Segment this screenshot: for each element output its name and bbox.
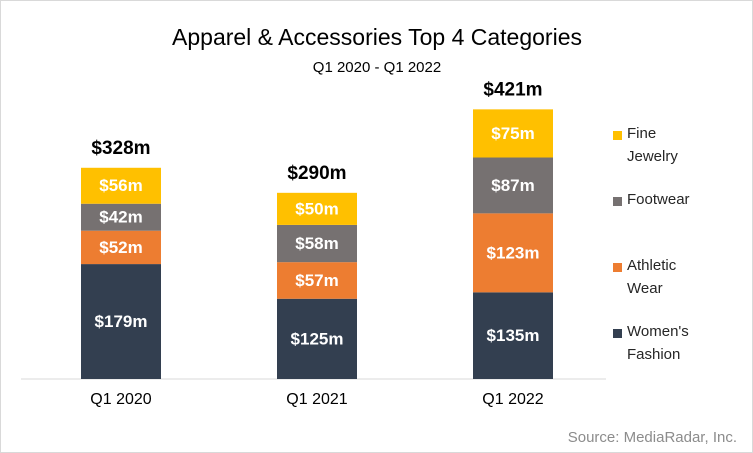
data-label: $135m	[487, 326, 540, 345]
data-label: $179m	[95, 312, 148, 331]
legend-item: Athletic Wear	[613, 257, 723, 300]
data-label: $50m	[295, 199, 338, 218]
bar-segment	[277, 262, 357, 299]
legend-swatch	[613, 197, 622, 206]
bar-segment	[473, 109, 553, 158]
x-tick-label: Q1 2022	[482, 391, 543, 408]
total-label: $328m	[91, 138, 150, 159]
data-label: $123m	[487, 243, 540, 262]
bar-segment	[81, 264, 161, 379]
bar-segment	[473, 213, 553, 293]
legend-item: Women's Fashion	[613, 323, 723, 366]
legend-swatch	[613, 329, 622, 338]
legend-item: Footwear	[613, 191, 723, 211]
bar-segment	[81, 203, 161, 231]
chart-subtitle: Q1 2020 - Q1 2022	[313, 59, 441, 76]
legend-swatch	[613, 263, 622, 272]
data-label: $75m	[491, 124, 534, 143]
legend-label: Athletic Wear	[627, 257, 677, 297]
total-label: $421m	[483, 79, 542, 100]
legend-swatch	[613, 131, 622, 140]
total-label: $290m	[287, 163, 346, 184]
data-label: $52m	[99, 238, 142, 257]
bar-segment	[277, 298, 357, 379]
data-label: $87m	[491, 176, 534, 195]
x-tick-label: Q1 2020	[90, 391, 151, 408]
data-label: $42m	[99, 208, 142, 227]
bar-segment	[473, 292, 553, 379]
legend-label: Footwear	[627, 191, 690, 208]
bar-segment	[277, 192, 357, 225]
data-label: $58m	[295, 234, 338, 253]
source-note: Source: MediaRadar, Inc.	[568, 429, 737, 446]
bar-segment	[277, 224, 357, 263]
chart-title: Apparel & Accessories Top 4 Categories	[172, 24, 582, 50]
data-label: $125m	[291, 329, 344, 348]
data-label: $57m	[295, 271, 338, 290]
bar-segment	[81, 167, 161, 204]
bar-segment	[473, 157, 553, 214]
data-label: $56m	[99, 176, 142, 195]
legend-label: Women's Fashion	[627, 323, 689, 363]
x-tick-label: Q1 2021	[286, 391, 347, 408]
legend-item: Fine Jewelry	[613, 125, 723, 168]
legend-label: Fine Jewelry	[627, 125, 678, 165]
bar-segment	[81, 230, 161, 265]
